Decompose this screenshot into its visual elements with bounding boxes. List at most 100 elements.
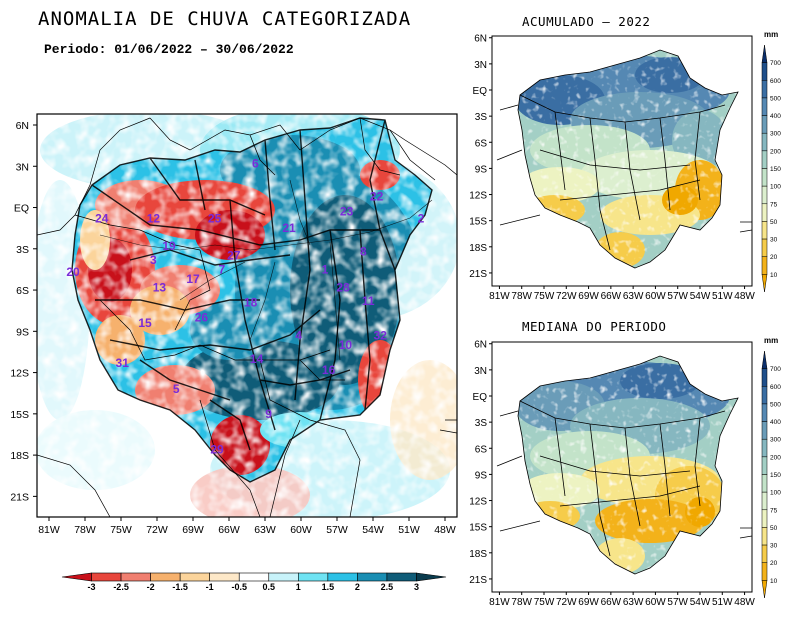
- small-lon-label: 66W: [601, 291, 622, 302]
- small-lon-label: 78W: [511, 291, 532, 302]
- anomaly-colorbar-label: -3: [88, 582, 96, 592]
- anomaly-color-swatch: [91, 572, 122, 582]
- lon-label: 69W: [182, 524, 204, 536]
- basin-number: 12: [147, 212, 161, 226]
- small-lat-label: 3N: [474, 60, 487, 71]
- small-lat-label: 9S: [475, 164, 488, 175]
- basin-number: 17: [186, 272, 200, 286]
- basin-number: 11: [362, 294, 375, 308]
- lon-label: 54W: [362, 524, 384, 536]
- accumulated-map-title: ACUMULADO – 2022: [522, 14, 651, 29]
- small-lon-label: 51W: [712, 597, 733, 608]
- anomaly-colorbar-label: -1.5: [172, 582, 188, 592]
- precip-colorbar-label: 30: [770, 543, 778, 550]
- precip-colorbar-label: 300: [770, 437, 781, 444]
- basin-number: 4: [295, 328, 302, 342]
- precip-colorbar-label: 10: [770, 272, 778, 279]
- lat-label: 6N: [16, 120, 29, 132]
- small-lat-label: 3N: [474, 366, 487, 377]
- anomaly-color-swatch: [416, 572, 447, 582]
- small-lon-label: 72W: [556, 597, 577, 608]
- lon-label: 57W: [326, 524, 348, 536]
- precip-colorbar-label: 100: [770, 490, 781, 497]
- lon-label: 63W: [254, 524, 276, 536]
- precip-colorbar-label: 200: [770, 148, 781, 155]
- basin-number: 23: [340, 205, 354, 219]
- main-title: ANOMALIA DE CHUVA CATEGORIZADA: [38, 8, 412, 30]
- small-lat-label: 6N: [474, 34, 487, 45]
- anomaly-colorbar-label: 1.5: [322, 582, 335, 592]
- anomaly-color-swatch: [386, 572, 417, 582]
- lat-label: 18S: [10, 450, 29, 462]
- small-lon-label: 54W: [690, 597, 711, 608]
- small-lat-label: 15S: [469, 523, 487, 534]
- lat-label: 21S: [10, 491, 29, 503]
- basin-number: 10: [339, 338, 353, 352]
- basin-number: 6: [252, 157, 259, 171]
- anomaly-color-swatch: [179, 572, 210, 582]
- basin-number: 19: [162, 239, 176, 253]
- basin-number: 1: [322, 262, 329, 276]
- lon-label: 75W: [110, 524, 132, 536]
- basin-number: 13: [153, 280, 167, 294]
- anomaly-color-swatch: [327, 572, 358, 582]
- basin-number: 7: [218, 262, 225, 276]
- small-lon-label: 54W: [690, 291, 711, 302]
- lon-label: 78W: [74, 524, 96, 536]
- colorbar-unit-bottom: mm: [764, 336, 779, 345]
- basin-number: 15: [138, 316, 152, 330]
- anomaly-color-swatch: [120, 572, 151, 582]
- small-lon-label: 69W: [578, 291, 599, 302]
- basin-number: 16: [322, 363, 336, 377]
- basin-number: 3: [150, 253, 157, 267]
- precip-colorbar-label: 200: [770, 454, 781, 461]
- lat-label: 3N: [16, 161, 29, 173]
- median-map-title: MEDIANA DO PERIODO: [522, 319, 667, 334]
- anomaly-colorbar-label: 3: [414, 582, 419, 592]
- anomaly-colorbar-label: 0.5: [263, 582, 276, 592]
- basin-number: 14: [250, 352, 264, 366]
- precip-color-swatch: [761, 580, 768, 599]
- lat-label: 3S: [16, 244, 29, 256]
- small-lat-label: EQ: [473, 86, 488, 97]
- basin-number: 5: [173, 382, 180, 396]
- precip-colorbar-label: 10: [770, 578, 778, 585]
- small-lon-label: 63W: [623, 597, 644, 608]
- anomaly-color-swatch: [357, 572, 388, 582]
- anomaly-colorbar-label: 1: [296, 582, 301, 592]
- lon-label: 81W: [38, 524, 60, 536]
- precip-colorbar-label: 500: [770, 95, 781, 102]
- small-lon-label: 81W: [489, 597, 510, 608]
- precip-colorbar-label: 50: [770, 525, 778, 532]
- precip-colorbar-label: 75: [770, 507, 778, 514]
- basin-number: 26: [195, 311, 209, 325]
- basin-number: 22: [370, 190, 384, 204]
- lon-label: 48W: [434, 524, 456, 536]
- small-lat-label: 18S: [469, 549, 487, 560]
- lon-label: 72W: [146, 524, 168, 536]
- basin-number: 29: [210, 443, 224, 457]
- basin-number: 9: [265, 407, 272, 421]
- lat-label: 9S: [16, 326, 29, 338]
- small-lon-label: 72W: [556, 291, 577, 302]
- small-lat-label: 6S: [475, 138, 488, 149]
- anomaly-colorbar-label: 2.5: [381, 582, 394, 592]
- lat-label: EQ: [14, 203, 29, 215]
- precip-colorbar-label: 150: [770, 166, 781, 173]
- small-lat-label: 9S: [475, 470, 488, 481]
- small-lon-label: 51W: [712, 291, 733, 302]
- anomaly-color-swatch: [268, 572, 299, 582]
- small-lat-label: 3S: [475, 112, 488, 123]
- colorbar-unit-top: mm: [764, 30, 779, 39]
- anomaly-color-swatch: [298, 572, 329, 582]
- basin-number: 25: [208, 212, 222, 226]
- precip-colorbar-label: 700: [770, 60, 781, 67]
- lat-label: 12S: [10, 368, 29, 380]
- small-lon-label: 78W: [511, 597, 532, 608]
- small-lon-label: 75W: [534, 597, 555, 608]
- anomaly-colorbar-label: -2.5: [113, 582, 129, 592]
- precip-colorbar-label: 700: [770, 366, 781, 373]
- anomaly-color-swatch: [209, 572, 240, 582]
